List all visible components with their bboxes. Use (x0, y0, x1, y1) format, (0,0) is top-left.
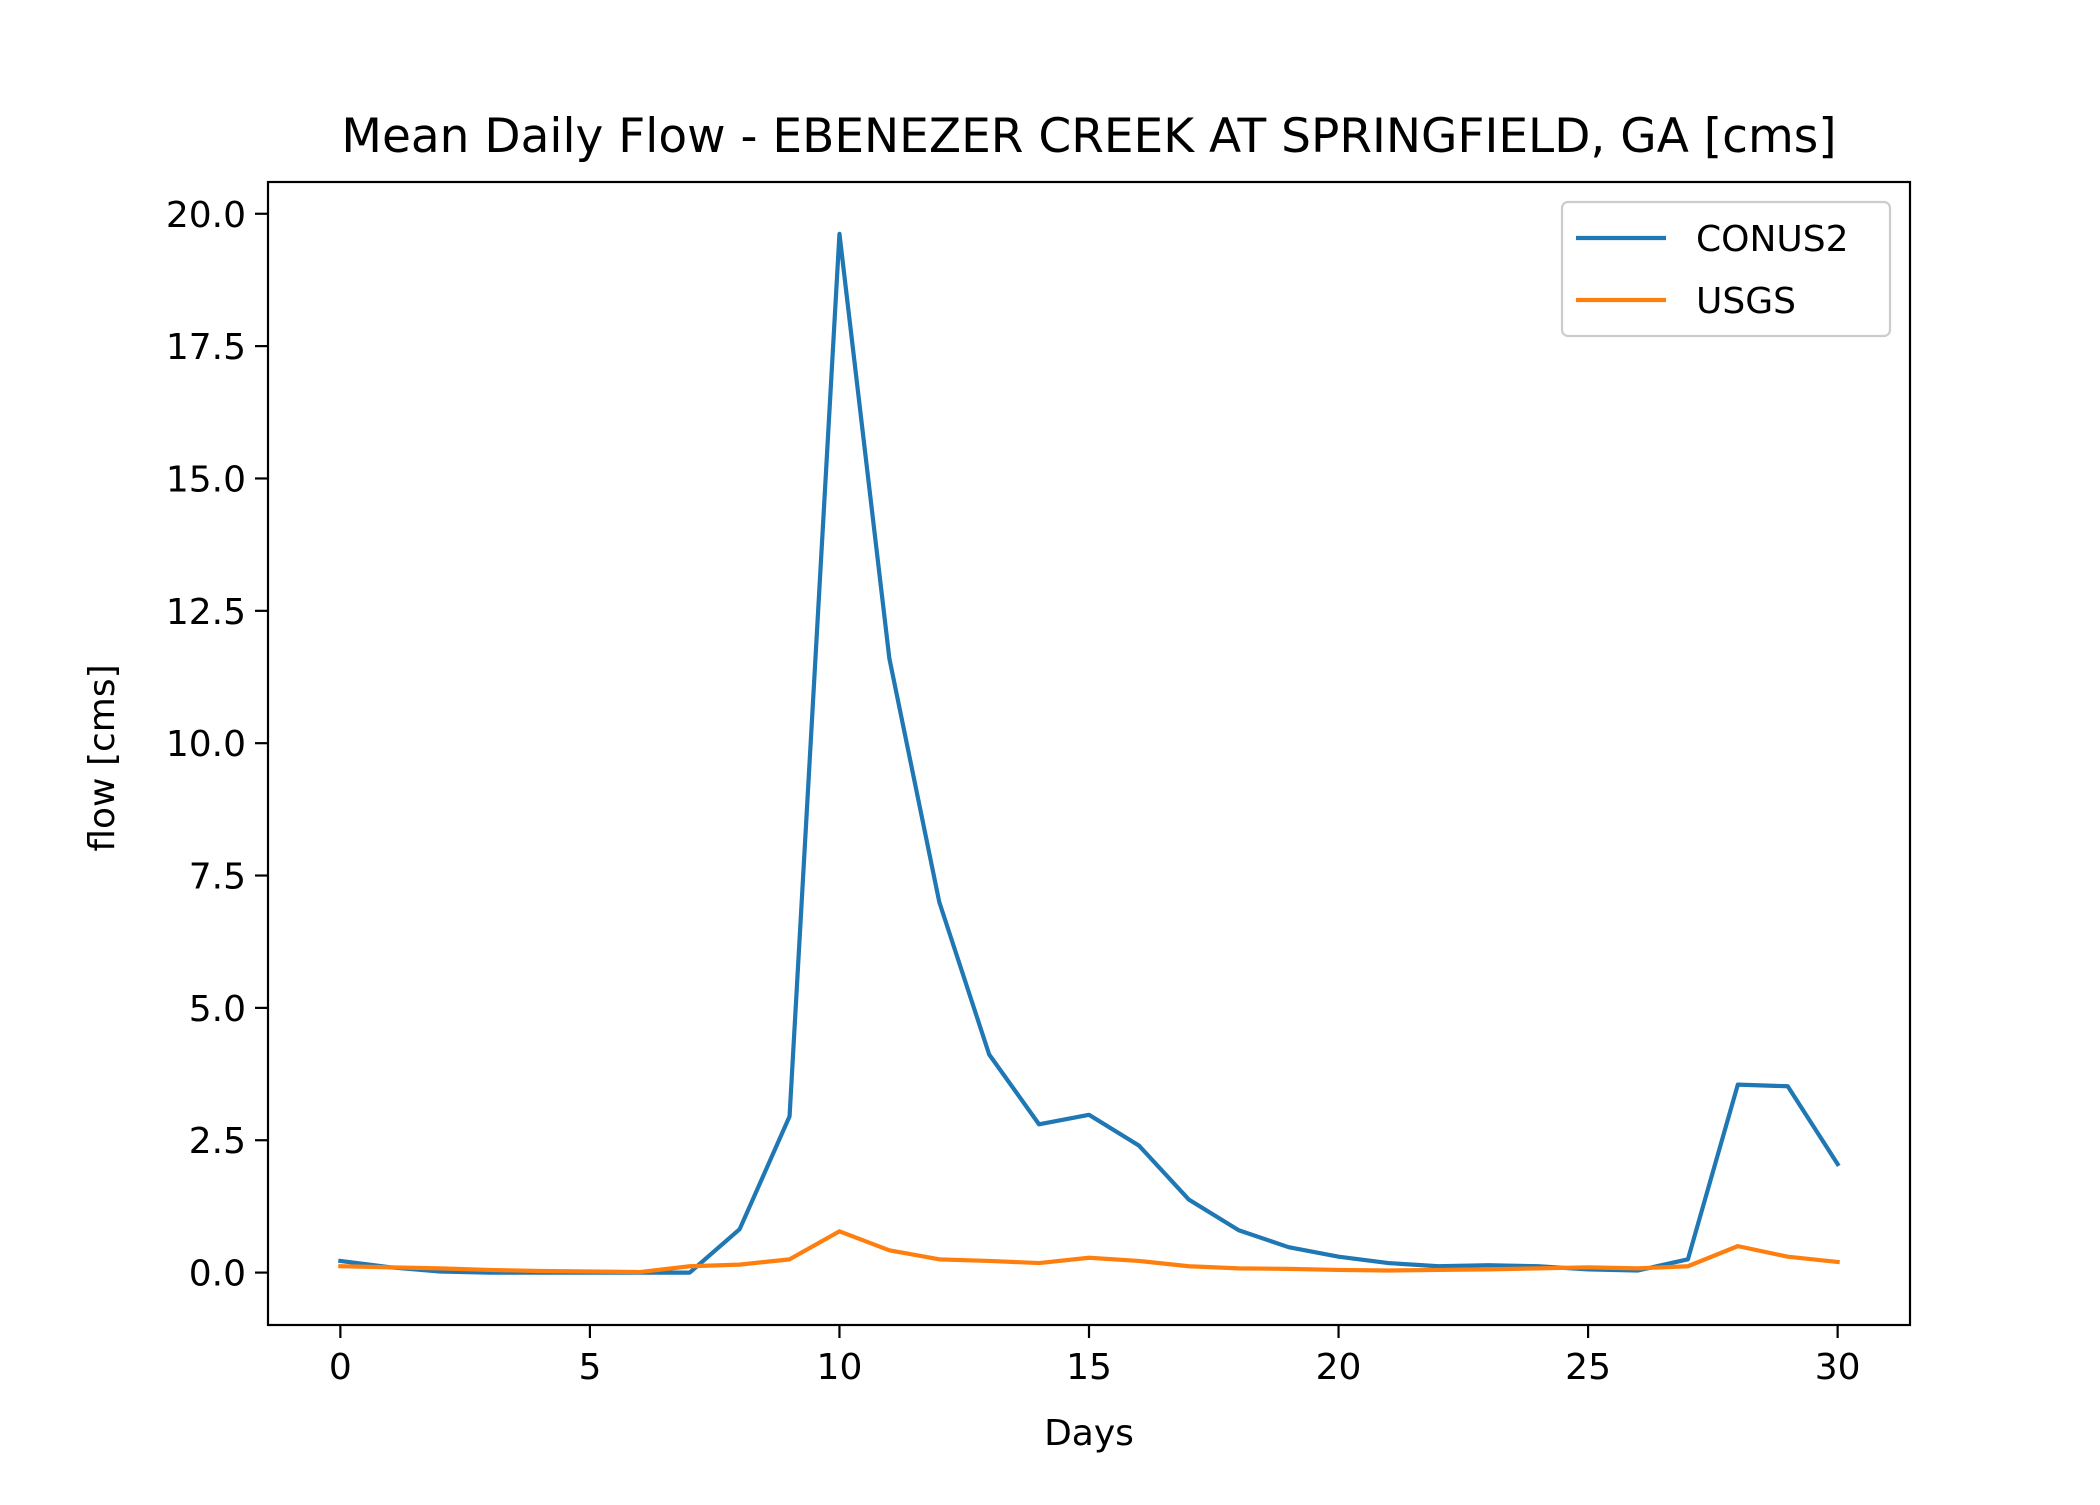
y-axis-label: flow [cms] (82, 664, 123, 851)
x-tick-label: 25 (1565, 1347, 1611, 1388)
y-tick-label: 0.0 (189, 1254, 246, 1295)
y-tick-label: 2.5 (189, 1121, 246, 1162)
legend: CONUS2 USGS (1562, 202, 1890, 336)
y-tick-label: 5.0 (189, 989, 246, 1030)
y-tick-label: 7.5 (189, 857, 246, 898)
x-tick-label: 20 (1316, 1347, 1362, 1388)
legend-label-usgs: USGS (1696, 281, 1796, 322)
x-tick-label: 15 (1066, 1347, 1112, 1388)
y-tick-label: 10.0 (166, 724, 246, 765)
y-tick-label: 17.5 (166, 327, 246, 368)
y-tick-label: 12.5 (166, 592, 246, 633)
x-tick-label: 5 (578, 1347, 601, 1388)
x-tick-label: 30 (1815, 1347, 1861, 1388)
y-tick-label: 15.0 (166, 459, 246, 500)
x-axis-label: Days (1044, 1413, 1134, 1454)
x-tick-label: 10 (817, 1347, 863, 1388)
chart-title: Mean Daily Flow - EBENEZER CREEK AT SPRI… (341, 109, 1836, 164)
legend-label-conus2: CONUS2 (1696, 219, 1849, 260)
y-tick-label: 20.0 (166, 195, 246, 236)
x-tick-label: 0 (329, 1347, 352, 1388)
